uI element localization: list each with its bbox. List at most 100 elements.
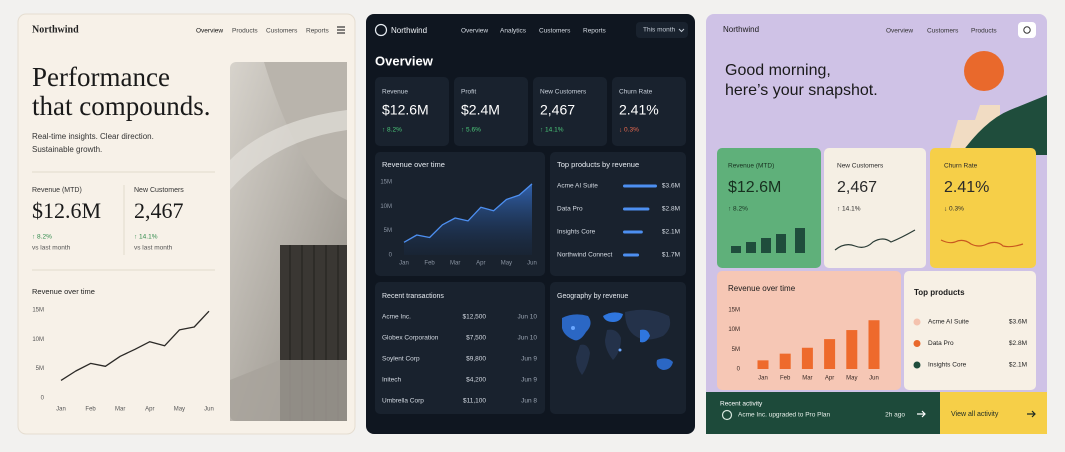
transaction-name: Globex Corporation — [382, 335, 439, 342]
nav-link[interactable]: Customers — [927, 28, 959, 35]
illustration — [948, 51, 1047, 155]
kpi-label: Revenue (MTD) — [728, 163, 774, 170]
logo — [374, 23, 388, 37]
transaction-name: Soylent Corp — [382, 356, 420, 363]
card-title: Top products — [914, 288, 965, 297]
bar — [623, 230, 643, 234]
bar — [868, 320, 880, 369]
bar — [623, 253, 640, 257]
nav-link[interactable]: Products — [232, 28, 258, 35]
y-tick-label: 0 — [389, 253, 393, 259]
bar — [779, 353, 791, 369]
kpi-change: ↓ 0.3% — [619, 127, 639, 134]
x-tick-label: Apr — [145, 407, 154, 413]
value-label: $2.8M — [662, 206, 680, 213]
kpi-value: 2.41% — [944, 179, 989, 196]
card-title: Geography by revenue — [557, 293, 628, 300]
x-tick-label: Feb — [85, 407, 96, 413]
value-label: $3.6M — [662, 183, 680, 190]
sparklines — [731, 228, 1024, 253]
transaction-date: Jun 9 — [521, 356, 537, 363]
bar — [757, 360, 769, 369]
nav-link[interactable]: Customers — [539, 28, 571, 35]
hero-title: Performance — [32, 62, 170, 92]
legend-dot — [913, 340, 921, 347]
transaction-amount: $11,100 — [463, 398, 486, 405]
kpi-label: Churn Rate — [619, 89, 653, 96]
y-tick-label: 5M — [36, 366, 44, 372]
activity-time: 2h ago — [885, 412, 905, 419]
x-tick-label: Jun — [204, 407, 214, 413]
bar — [623, 184, 657, 188]
x-tick-label: Apr — [476, 261, 485, 267]
nav-link[interactable]: Overview — [461, 28, 488, 35]
kpi-value: 2,467 — [837, 179, 877, 196]
area — [404, 183, 532, 255]
heading: Overview — [375, 53, 434, 68]
kpi-change: ↑ 8.2% — [382, 127, 402, 134]
hero-photo — [230, 62, 347, 421]
greeting: here’s your snapshot. — [725, 82, 878, 99]
product-name: Data Pro — [557, 206, 583, 213]
tagline: Sustainable growth. — [32, 145, 102, 154]
world-map — [562, 309, 673, 375]
cta-link[interactable]: View all activity — [951, 411, 999, 418]
x-tick-label: Jan — [56, 407, 66, 413]
product-name: Data Pro — [928, 340, 954, 347]
stat-note: vs last month — [134, 245, 173, 252]
x-tick-label: Jun — [527, 261, 537, 267]
y-tick-label: 15M — [728, 308, 740, 314]
nav-link[interactable]: Products — [971, 28, 997, 35]
value-label: $2.1M — [662, 229, 680, 236]
arrows — [721, 409, 926, 421]
x-tick-label: Feb — [780, 376, 791, 382]
x-tick-label: May — [174, 407, 185, 413]
product-name: Northwind Connect — [557, 252, 612, 259]
settings-icon — [1023, 26, 1031, 34]
kpi-value: $12.6M — [728, 179, 781, 196]
stat-label: New Customers — [134, 187, 184, 194]
tagline: Real-time insights. Clear direction. — [32, 132, 154, 141]
brand: Northwind — [723, 25, 759, 34]
menu-icon[interactable] — [337, 26, 345, 34]
period-select[interactable] — [636, 22, 688, 38]
transaction-name: Acme Inc. — [382, 314, 411, 321]
stat-label: Revenue (MTD) — [32, 187, 82, 194]
stat-change: ↑ 8.2% — [32, 234, 52, 241]
chevron — [678, 28, 685, 33]
nav-link[interactable]: Reports — [306, 28, 330, 35]
chart-title: Revenue over time — [728, 284, 796, 293]
kpi-value: $12.6M — [382, 102, 429, 118]
product-name: Acme AI Suite — [928, 319, 969, 326]
settings-button[interactable] — [1018, 22, 1036, 38]
y-tick-label: 5M — [732, 347, 740, 353]
bar — [846, 330, 858, 369]
bar — [623, 207, 650, 211]
nav-link[interactable]: Customers — [266, 28, 298, 35]
product-name: Insights Core — [557, 229, 596, 236]
brand: Northwind — [391, 26, 427, 35]
nav-link[interactable]: Analytics — [500, 28, 527, 35]
transaction-date: Jun 10 — [517, 314, 537, 321]
kpi-label: Profit — [461, 89, 476, 96]
value-label: $1.7M — [662, 252, 680, 259]
nav-link[interactable]: Overview — [196, 28, 223, 35]
chart-title: Revenue over time — [32, 287, 95, 296]
product-name: Insights Core — [928, 362, 967, 369]
nav-link[interactable]: Overview — [886, 28, 913, 35]
transaction-amount: $12,500 — [463, 314, 487, 321]
brand: Northwind — [32, 24, 79, 35]
kpi-label: Revenue — [382, 89, 408, 96]
greeting: Good morning, — [725, 62, 831, 79]
hero-title: that compounds. — [32, 91, 210, 121]
y-tick-label: 5M — [384, 228, 392, 234]
nav-link[interactable]: Reports — [583, 28, 607, 35]
kpi-change: ↑ 14.1% — [540, 127, 564, 134]
transaction-name: Initech — [382, 377, 402, 384]
x-tick-label: Mar — [115, 407, 125, 413]
y-tick-label: 15M — [380, 180, 392, 186]
period-label: This month — [643, 27, 676, 34]
activity-text: Acme Inc. upgraded to Pro Plan — [738, 412, 831, 419]
legend-dot — [913, 318, 921, 326]
